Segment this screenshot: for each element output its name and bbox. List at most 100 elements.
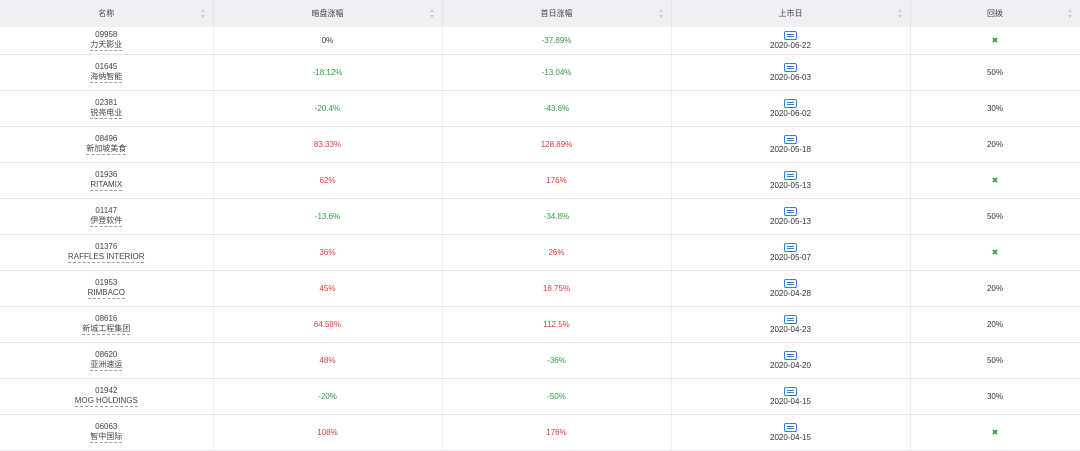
first-day-change-value: 18.75%	[542, 284, 571, 293]
callback-cell: 20%	[910, 306, 1080, 343]
calendar-icon[interactable]	[784, 278, 797, 288]
callback-cell: ✖	[910, 414, 1080, 451]
sort-icon[interactable]	[1067, 9, 1072, 18]
table-row[interactable]: 08620 亚洲速运 48% -36% 2020-04-20 50%	[0, 342, 1080, 379]
table-body: 09958 力天影业 0% -37.89% 2020-06-22 ✖ 01645…	[0, 27, 1080, 451]
stock-name-link[interactable]: 亚洲速运	[90, 360, 123, 371]
sort-icon[interactable]	[658, 9, 663, 18]
cross-icon: ✖	[991, 36, 999, 45]
first-day-change-cell: 18.75%	[442, 270, 672, 307]
first-day-change-value: 176%	[546, 428, 567, 437]
first-day-change-cell: -13.04%	[442, 54, 672, 91]
stock-code: 06063	[95, 422, 118, 431]
stock-name-link[interactable]: MOG HOLDINGS	[74, 396, 138, 407]
calendar-icon[interactable]	[784, 170, 797, 180]
stock-name-link[interactable]: 力天影业	[90, 40, 123, 51]
calendar-icon[interactable]	[784, 30, 797, 40]
first-day-change-cell: -43.6%	[442, 90, 672, 127]
first-day-change-value: -36%	[547, 356, 566, 365]
listing-date-value: 2020-05-07	[770, 252, 811, 262]
table-row[interactable]: 01147 伊登软件 -13.6% -34.8% 2020-05-13 50%	[0, 198, 1080, 235]
callback-value: 50%	[986, 212, 1003, 221]
calendar-icon[interactable]	[784, 314, 797, 324]
calendar-icon[interactable]	[784, 62, 797, 72]
sort-icon[interactable]	[897, 9, 902, 18]
callback-value: 20%	[986, 140, 1003, 149]
calendar-icon[interactable]	[784, 350, 797, 360]
calendar-icon[interactable]	[784, 242, 797, 252]
stock-name-link[interactable]: 伊登软件	[90, 216, 123, 227]
stock-cell: 09958 力天影业	[0, 27, 214, 55]
dark-change-cell: -20%	[213, 378, 443, 415]
table-row[interactable]: 09958 力天影业 0% -37.89% 2020-06-22 ✖	[0, 27, 1080, 55]
stock-name-link[interactable]: 新加坡美食	[86, 144, 127, 155]
calendar-icon[interactable]	[784, 422, 797, 432]
table-row[interactable]: 08496 新加坡美食 83.33% 128.89% 2020-05-18 20…	[0, 126, 1080, 163]
first-day-change-cell: 176%	[442, 414, 672, 451]
calendar-icon[interactable]	[784, 386, 797, 396]
dark-change-value: 83.33%	[313, 140, 342, 149]
first-day-change-cell: 112.5%	[442, 306, 672, 343]
dark-change-cell: 64.58%	[213, 306, 443, 343]
listing-date-value: 2020-04-15	[770, 396, 811, 406]
dark-change-value: 36%	[319, 248, 336, 257]
first-day-change-value: 112.5%	[543, 320, 570, 329]
callback-value: 50%	[986, 356, 1003, 365]
table-row[interactable]: 01376 RAFFLES INTERIOR 36% 26% 2020-05-0…	[0, 234, 1080, 271]
stock-name-link[interactable]: RITAMIX	[90, 180, 123, 191]
listing-date-cell: 2020-04-28	[671, 270, 911, 307]
column-header-callback[interactable]: 回拨	[910, 0, 1080, 27]
table-row[interactable]: 06063 智中国际 108% 176% 2020-04-15 ✖	[0, 414, 1080, 451]
calendar-icon[interactable]	[784, 134, 797, 144]
column-header-dark-change[interactable]: 暗盘涨幅	[213, 0, 443, 27]
stock-name-link[interactable]: 智中国际	[90, 432, 123, 443]
stock-cell: 08616 新城工程集团	[0, 306, 214, 343]
callback-cell: 50%	[910, 198, 1080, 235]
dark-change-value: 62%	[319, 176, 336, 185]
sort-icon[interactable]	[200, 9, 205, 18]
dark-change-value: 0%	[321, 36, 334, 45]
calendar-icon[interactable]	[784, 98, 797, 108]
callback-cell: ✖	[910, 234, 1080, 271]
table-row[interactable]: 08616 新城工程集团 64.58% 112.5% 2020-04-23 20…	[0, 306, 1080, 343]
sort-icon[interactable]	[429, 9, 434, 18]
callback-cell: 50%	[910, 54, 1080, 91]
stock-code: 09958	[95, 30, 118, 39]
stock-cell: 01147 伊登软件	[0, 198, 214, 235]
listing-date-cell: 2020-04-20	[671, 342, 911, 379]
column-header-first-day-change[interactable]: 首日涨幅	[442, 0, 672, 27]
stock-name-link[interactable]: RIMBACO	[87, 288, 125, 299]
first-day-change-value: -34.8%	[543, 212, 570, 221]
dark-change-value: -13.6%	[314, 212, 341, 221]
dark-change-value: 108%	[317, 428, 338, 437]
table-row[interactable]: 02381 锐亮电业 -20.4% -43.6% 2020-06-02 30%	[0, 90, 1080, 127]
first-day-change-cell: -50%	[442, 378, 672, 415]
cross-icon: ✖	[991, 248, 999, 257]
stock-cell: 01936 RITAMIX	[0, 162, 214, 199]
stock-code: 01942	[95, 386, 118, 395]
table-row[interactable]: 01936 RITAMIX 62% 176% 2020-05-13 ✖	[0, 162, 1080, 199]
column-header-listing-date[interactable]: 上市日	[671, 0, 911, 27]
callback-cell: 30%	[910, 378, 1080, 415]
stock-cell: 01376 RAFFLES INTERIOR	[0, 234, 214, 271]
listing-date-value: 2020-06-02	[770, 108, 811, 118]
table-row[interactable]: 01953 RIMBACO 45% 18.75% 2020-04-28 20%	[0, 270, 1080, 307]
stock-name-link[interactable]: 新城工程集团	[82, 324, 131, 335]
callback-cell: 50%	[910, 342, 1080, 379]
stock-name-link[interactable]: 海纳智能	[90, 72, 123, 83]
column-header-name[interactable]: 名称	[0, 0, 214, 27]
callback-cell: 20%	[910, 270, 1080, 307]
listing-date-cell: 2020-05-13	[671, 162, 911, 199]
dark-change-value: -20%	[318, 392, 337, 401]
calendar-icon[interactable]	[784, 206, 797, 216]
dark-change-value: -18.12%	[312, 68, 343, 77]
first-day-change-value: -43.6%	[543, 104, 570, 113]
stock-cell: 01953 RIMBACO	[0, 270, 214, 307]
stock-name-link[interactable]: RAFFLES INTERIOR	[68, 252, 145, 263]
dark-change-cell: -13.6%	[213, 198, 443, 235]
stock-code: 08616	[95, 314, 118, 323]
table-row[interactable]: 01645 海纳智能 -18.12% -13.04% 2020-06-03 50…	[0, 54, 1080, 91]
dark-change-cell: -18.12%	[213, 54, 443, 91]
table-row[interactable]: 01942 MOG HOLDINGS -20% -50% 2020-04-15 …	[0, 378, 1080, 415]
stock-name-link[interactable]: 锐亮电业	[90, 108, 123, 119]
